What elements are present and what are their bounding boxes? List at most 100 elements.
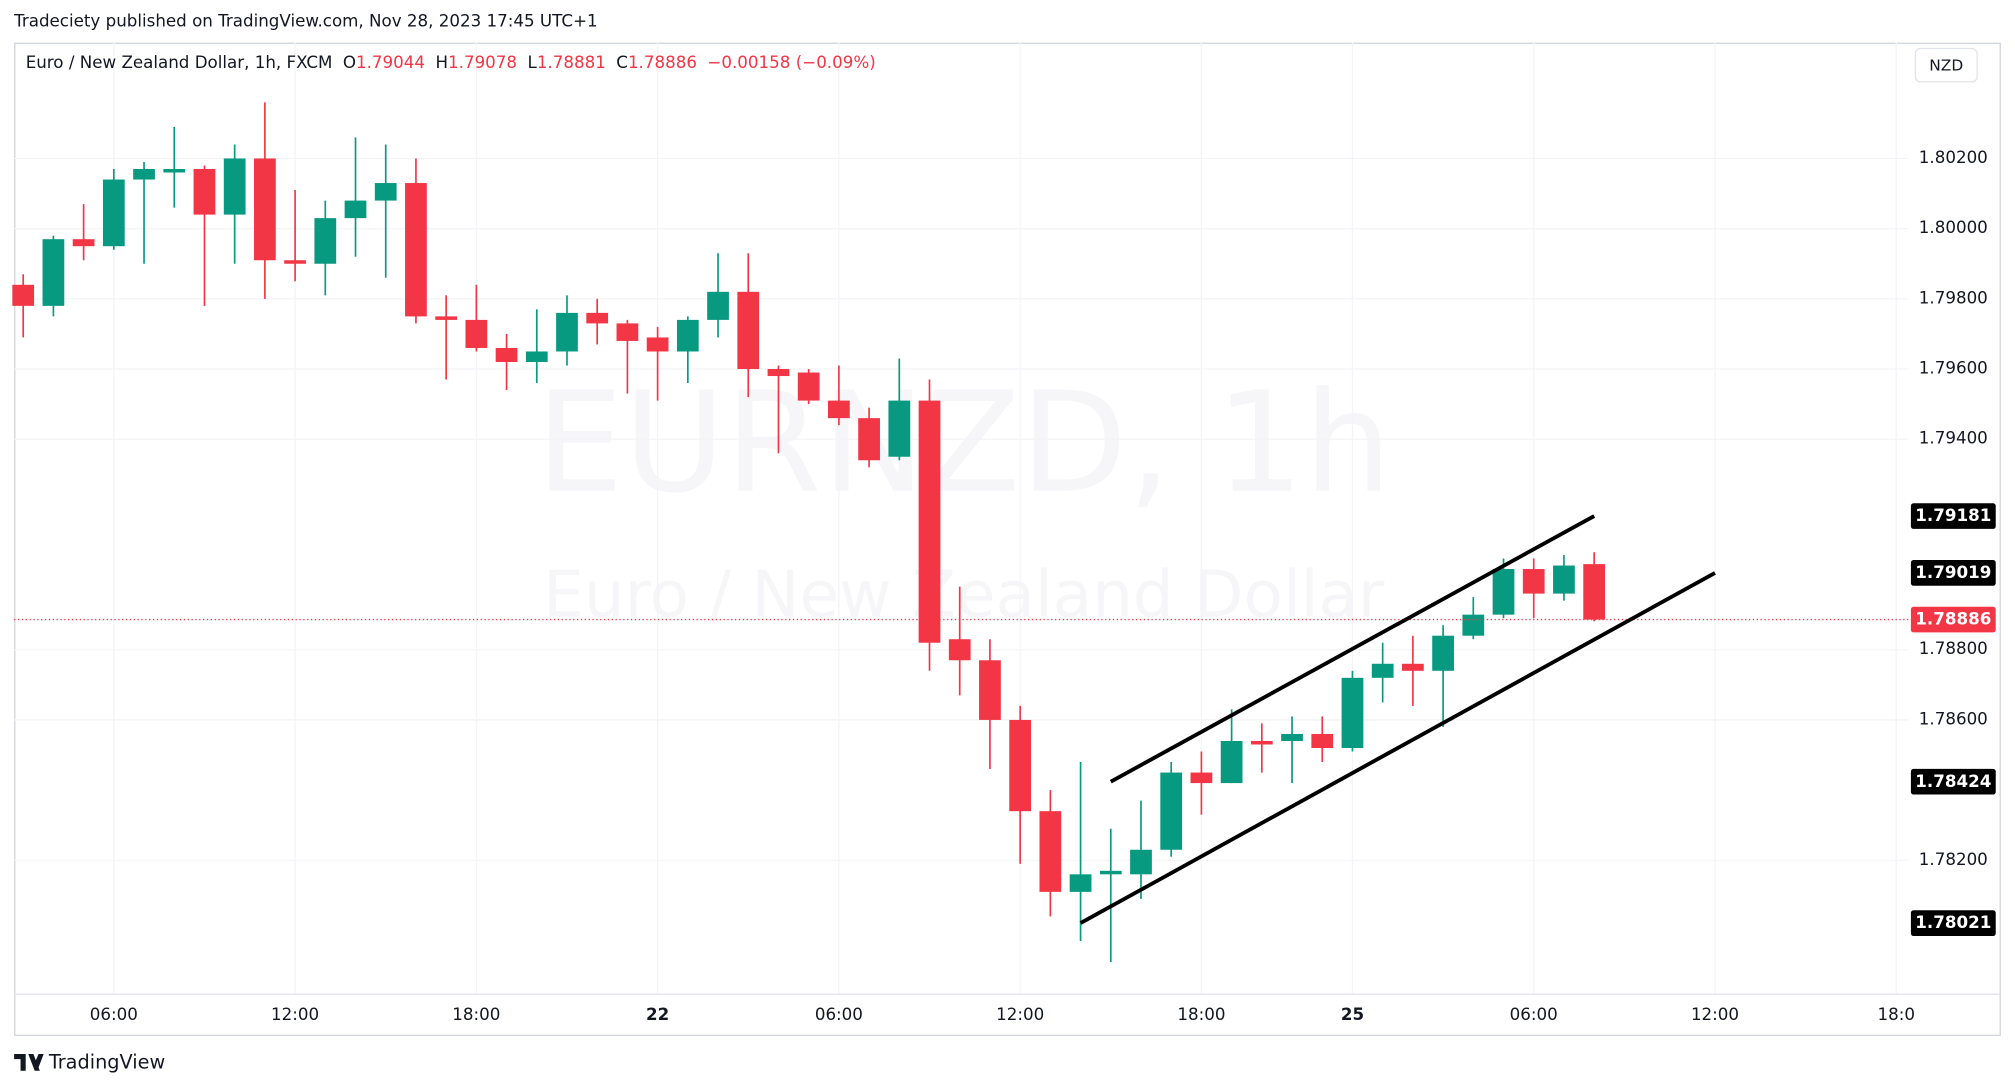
x-tick-label: 12:00 (996, 1004, 1044, 1024)
candle-body (344, 200, 367, 219)
currency-button-label[interactable]: NZD (1929, 56, 1963, 74)
candle-body (828, 400, 850, 419)
currency-button[interactable] (1914, 47, 1978, 83)
candle-body (1553, 565, 1575, 594)
ohlc-value: 1.79078 (448, 52, 517, 72)
y-tick-label: 1.80200 (1919, 147, 1988, 167)
y-tick-label: 1.78800 (1919, 638, 1988, 658)
watermark-symbol: EURNZD, 1h (536, 362, 1392, 524)
price-label-box (1910, 560, 1996, 586)
x-tick-label: 22 (646, 1004, 669, 1024)
x-tick-label: 25 (1341, 1004, 1364, 1024)
candle-body (676, 319, 699, 352)
candle-body (1069, 874, 1092, 892)
candle-body (163, 169, 186, 173)
watermark-name: Euro / New Zealand Dollar (543, 558, 1385, 633)
candle-body (1311, 733, 1334, 748)
price-label: 1.79181 (1915, 505, 1991, 525)
x-tick-label: 06:00 (1510, 1004, 1558, 1024)
candle-body (1462, 614, 1485, 636)
candle-body (646, 337, 669, 352)
x-tick-label: 06:00 (815, 1004, 863, 1024)
candle-body (12, 284, 35, 306)
candle-body (858, 418, 880, 461)
ohlc-label: L (528, 52, 538, 72)
logo-mark (14, 1054, 44, 1071)
channel-line (1109, 514, 1596, 784)
candle-body (737, 291, 760, 370)
ohlc-value: 1.78886 (628, 52, 697, 72)
ohlc-value: 1.79044 (356, 52, 425, 72)
x-tick-label: 12:00 (271, 1004, 319, 1024)
candle-body (556, 312, 578, 352)
price-label: 1.78021 (1915, 912, 1991, 932)
x-tick-label: 12:00 (1691, 1004, 1739, 1024)
candle-body (918, 400, 941, 643)
x-tick-label: 18:00 (1177, 1004, 1225, 1024)
candle-body (767, 369, 790, 377)
candle-body (1220, 740, 1243, 784)
candle-body (1402, 663, 1424, 671)
candle-body (314, 218, 337, 264)
price-label: 1.79019 (1915, 562, 1991, 582)
candle-body (616, 323, 639, 341)
candle-body (948, 639, 971, 661)
candle-body (133, 169, 155, 180)
symbol-title: Euro / New Zealand Dollar, 1h, FXCM (26, 52, 333, 72)
y-tick-label: 1.78600 (1919, 708, 1988, 728)
candle-body (1039, 811, 1062, 892)
price-label-box (1910, 910, 1996, 936)
y-tick-label: 1.80000 (1919, 217, 1988, 237)
candle-body (42, 239, 65, 306)
y-tick-label: 1.78200 (1919, 849, 1988, 869)
candle-body (1281, 733, 1303, 741)
candle-body (1522, 569, 1545, 594)
channel-line (1079, 571, 1716, 925)
ohlc-label: O (343, 52, 356, 72)
y-tick-label: 1.79600 (1919, 358, 1988, 378)
watermark: EURNZD, 1h Euro / New Zealand Dollar (536, 362, 1392, 633)
candle-body (1099, 870, 1122, 875)
candle-body (1341, 677, 1364, 748)
candle-body (707, 291, 729, 320)
price-label-box (1910, 768, 1996, 795)
brand-name: TradingView (48, 1051, 165, 1074)
ohlc-label: C (616, 52, 628, 72)
x-tick-label: 06:00 (90, 1004, 138, 1024)
candle-body (979, 660, 1001, 720)
x-tick-label: 18:0 (1878, 1004, 1915, 1024)
price-label: 1.78424 (1915, 771, 1991, 791)
chart-frame (14, 42, 2001, 1037)
x-tick-label: 18:00 (452, 1004, 500, 1024)
candle-body (1190, 772, 1213, 784)
brand-logo: TradingView (14, 1051, 165, 1074)
publisher-line: Tradeciety published on TradingView.com,… (13, 11, 597, 31)
chart-header: Euro / New Zealand Dollar, 1h, FXCM O1.7… (26, 52, 876, 72)
candle-body (405, 183, 427, 317)
y-tick-label: 1.79400 (1919, 428, 1988, 448)
candle-body (1432, 635, 1454, 671)
candle-body (465, 319, 488, 348)
candle-body (797, 372, 820, 401)
candle-body (1250, 740, 1273, 745)
candle-body (888, 400, 911, 457)
price-label: 1.78886 (1915, 609, 1991, 629)
candle-body (72, 239, 95, 247)
candle-body (525, 351, 548, 363)
candle-body (223, 158, 246, 215)
candle-body (586, 312, 609, 324)
candle-body (102, 179, 125, 247)
candle-body (374, 183, 397, 201)
price-label-box (1910, 503, 1996, 529)
candle-body (193, 169, 216, 215)
y-tick-label: 1.79800 (1919, 287, 1988, 307)
change-label: −0.00158 (−0.09%) (707, 52, 875, 72)
candle-body (495, 347, 518, 363)
candle-body (1371, 663, 1394, 678)
ohlc-label: H (435, 52, 448, 72)
candle-body (254, 158, 276, 261)
candle-body (284, 260, 306, 264)
